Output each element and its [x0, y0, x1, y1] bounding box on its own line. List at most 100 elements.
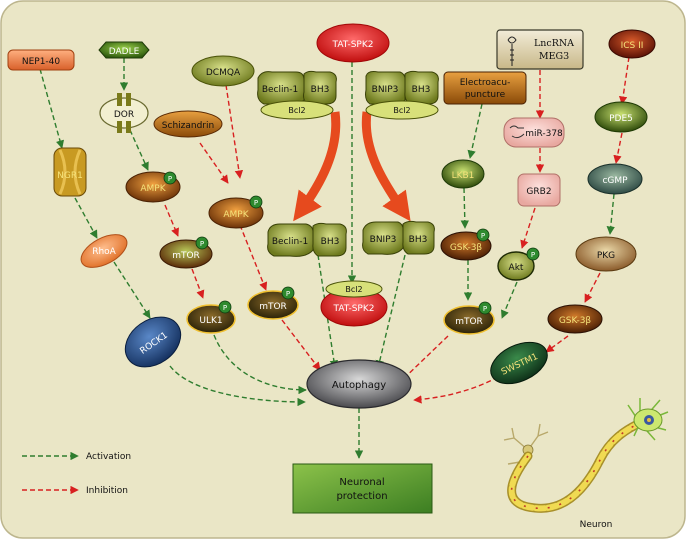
- beclin1-top-label: Beclin-1: [262, 85, 298, 95]
- mirna-icon: [509, 125, 525, 139]
- node-akt: Akt P: [497, 247, 540, 281]
- node-ampk-left: AMPK P: [125, 171, 181, 203]
- node-electroacupuncture: Electroacu- puncture: [443, 71, 527, 105]
- node-pkg: PKG: [575, 236, 637, 272]
- gsk3b-right-label: GSK-3β: [559, 316, 592, 326]
- phospho-badge: [476, 228, 490, 242]
- complex-beclin1-free: Beclin-1 BH3: [267, 222, 347, 257]
- phospho-badge: [163, 171, 177, 185]
- arrow-rock1-to-autophagy: [169, 365, 306, 407]
- dor-label: DOR: [114, 110, 134, 120]
- svg-text:P: P: [531, 251, 535, 259]
- tat-spk2-top-label: TAT-SPK2: [332, 40, 374, 50]
- arrow-rhoa-to-rock1: [113, 261, 151, 319]
- legend: Activation Inhibition: [22, 451, 131, 496]
- ngr1-label: NGR1: [57, 171, 83, 181]
- mtor-right-label: mTOR: [455, 317, 483, 327]
- lncrna-label-line2: MEG3: [539, 51, 569, 62]
- dadle-label: DADLE: [109, 47, 140, 57]
- node-lkb1: LKB1: [441, 159, 485, 189]
- node-ampk-mid: AMPK P: [208, 195, 264, 229]
- mir378-label: miR-378: [525, 129, 563, 139]
- node-nep1-40: NEP1-40: [7, 49, 75, 71]
- node-mir378: miR-378: [503, 117, 565, 148]
- arrow-cgmp-to-pkg: [606, 193, 615, 235]
- arrow-gsk3b-to-swstm1: [545, 335, 569, 353]
- arrow-pkg-to-gsk3b: [584, 272, 601, 303]
- rhoa-label: RhoA: [92, 247, 116, 257]
- neuronal-protection-label-line2: protection: [336, 491, 387, 502]
- ics2-label: ICS II: [621, 41, 644, 51]
- complex-beclin1-bcl2: Beclin-1 BH3 Bcl2: [257, 70, 337, 120]
- arrow-ampk-to-mtor-mid: [239, 224, 268, 291]
- svg-text:P: P: [200, 240, 204, 248]
- big-arrow-beclin-release: [293, 111, 341, 222]
- ulk1-label: ULK1: [199, 316, 222, 326]
- pkg-label: PKG: [597, 251, 615, 261]
- arrow-ampk-to-mtor-left: [164, 204, 179, 237]
- ampk-mid-label: AMPK: [223, 210, 249, 220]
- arrow-nep1-to-ngr1: [39, 68, 65, 149]
- arrow-mtor-to-ulk1: [191, 268, 205, 299]
- node-mtor-mid: mTOR P: [247, 286, 299, 320]
- node-tat-spk2-top: TAT-SPK2: [316, 23, 390, 63]
- complex-bcl2-tat-spk2: Bcl2 TAT-SPK2: [320, 280, 388, 327]
- arrow-dor-to-ampk: [129, 129, 149, 171]
- legend-activation-label: Activation: [86, 452, 131, 462]
- phospho-badge: [281, 286, 295, 300]
- akt-label: Akt: [509, 263, 524, 273]
- pde5-label: PDE5: [609, 114, 633, 124]
- big-arrow-bnip3-release: [361, 111, 411, 222]
- lncrna-label-line1: LncRNA: [534, 38, 574, 49]
- mtor-left-label: mTOR: [172, 251, 200, 261]
- electroacupuncture-label-line2: puncture: [465, 90, 506, 100]
- grb2-label: GRB2: [526, 187, 551, 197]
- arrow-bnip3-to-autophagy: [375, 254, 406, 369]
- svg-text:P: P: [168, 175, 172, 183]
- cgmp-label: cGMP: [602, 176, 628, 186]
- node-dadle: DADLE: [98, 41, 150, 59]
- ampk-left-label: AMPK: [140, 184, 166, 194]
- complex-bnip3-free: BNIP3 BH3: [362, 220, 435, 255]
- arrow-electroacupuncture-to-lkb1: [467, 103, 483, 159]
- phospho-badge: [478, 301, 492, 315]
- neuronal-protection-label-line1: Neuronal: [339, 477, 384, 488]
- arrow-akt-to-mtor: [501, 281, 518, 319]
- node-rock1: ROCK1: [124, 316, 182, 368]
- arrow-schizandrin-to-ampk: [199, 142, 229, 184]
- arrow-pde5-to-cgmp: [613, 132, 623, 164]
- node-mtor-left: mTOR P: [159, 236, 213, 269]
- node-autophagy: Autophagy: [306, 359, 412, 409]
- node-gsk3b-right: GSK-3β: [547, 304, 603, 334]
- beclin1-free-label: Beclin-1: [272, 237, 308, 247]
- tat-spk2-bound-label: TAT-SPK2: [333, 304, 375, 314]
- phospho-badge: [195, 236, 209, 250]
- node-dor: DOR: [99, 93, 149, 133]
- node-dcmqa: DCMQA: [191, 55, 255, 87]
- svg-text:P: P: [483, 305, 487, 313]
- svg-text:P: P: [481, 232, 485, 240]
- node-ulk1: ULK1 P: [186, 300, 236, 334]
- neuron-label: Neuron: [580, 520, 613, 530]
- node-lncrna-meg3: LncRNA MEG3: [496, 29, 584, 70]
- arrow-swstm1-to-autophagy: [413, 376, 499, 404]
- bcl2-bound-label: Bcl2: [345, 285, 362, 294]
- bnip3-top-label: BNIP3: [372, 85, 399, 95]
- node-swstm1: SWSTM1: [490, 341, 548, 385]
- node-ics2: ICS II: [608, 29, 656, 59]
- axon-nodes: [510, 422, 641, 509]
- bh3-bnip3-top-label: BH3: [412, 85, 431, 95]
- neuron-nucleolus: [647, 418, 651, 422]
- node-cgmp: cGMP: [587, 163, 643, 195]
- phospho-badge: [218, 300, 232, 314]
- svg-text:P: P: [254, 199, 258, 207]
- node-mtor-right: mTOR P: [443, 301, 495, 335]
- arrow-grb2-to-akt: [520, 207, 536, 249]
- electroacupuncture-label-line1: Electroacu-: [460, 78, 511, 88]
- node-rhoa: RhoA: [80, 234, 128, 268]
- phospho-badge: [526, 247, 540, 261]
- svg-text:P: P: [286, 290, 290, 298]
- svg-text:P: P: [223, 304, 227, 312]
